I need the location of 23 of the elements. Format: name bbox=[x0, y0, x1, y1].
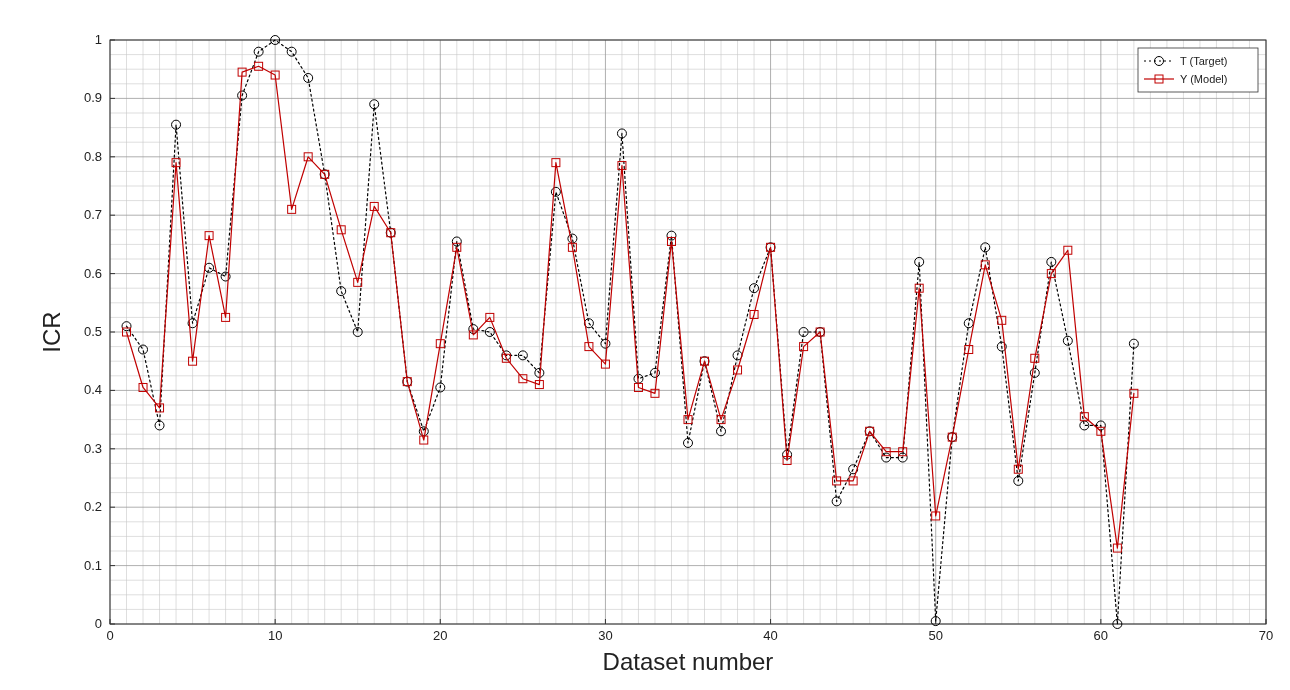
y-tick-label: 0.6 bbox=[83, 265, 102, 281]
y-tick-label: 0.9 bbox=[83, 90, 102, 106]
x-tick-label: 60 bbox=[1093, 628, 1109, 643]
x-tick-label: 50 bbox=[928, 628, 943, 643]
x-tick-label: 20 bbox=[433, 628, 448, 643]
y-tick-label: 0 bbox=[94, 616, 102, 631]
y-tick-label: 0.3 bbox=[83, 440, 102, 456]
x-tick-label: 70 bbox=[1258, 628, 1274, 643]
y-tick-label: 0.1 bbox=[83, 557, 102, 573]
y-tick-label: 0.2 bbox=[83, 499, 102, 515]
legend-label: T (Target) bbox=[1180, 55, 1228, 67]
x-tick-label: 30 bbox=[598, 628, 613, 643]
y-tick-label: 0.5 bbox=[83, 324, 102, 339]
y-tick-label: 1 bbox=[94, 32, 102, 47]
x-tick-label: 40 bbox=[763, 628, 778, 643]
y-tick-label: 0.4 bbox=[83, 382, 102, 398]
y-tick-label: 0.8 bbox=[83, 148, 102, 164]
y-tick-label: 0.7 bbox=[83, 207, 102, 223]
legend-label: Y (Model) bbox=[1180, 73, 1228, 85]
y-axis-title: ICR bbox=[38, 311, 65, 353]
x-tick-label: 10 bbox=[267, 628, 283, 643]
x-tick-label: 0 bbox=[106, 628, 114, 643]
x-axis-title: Dataset number bbox=[602, 648, 774, 675]
